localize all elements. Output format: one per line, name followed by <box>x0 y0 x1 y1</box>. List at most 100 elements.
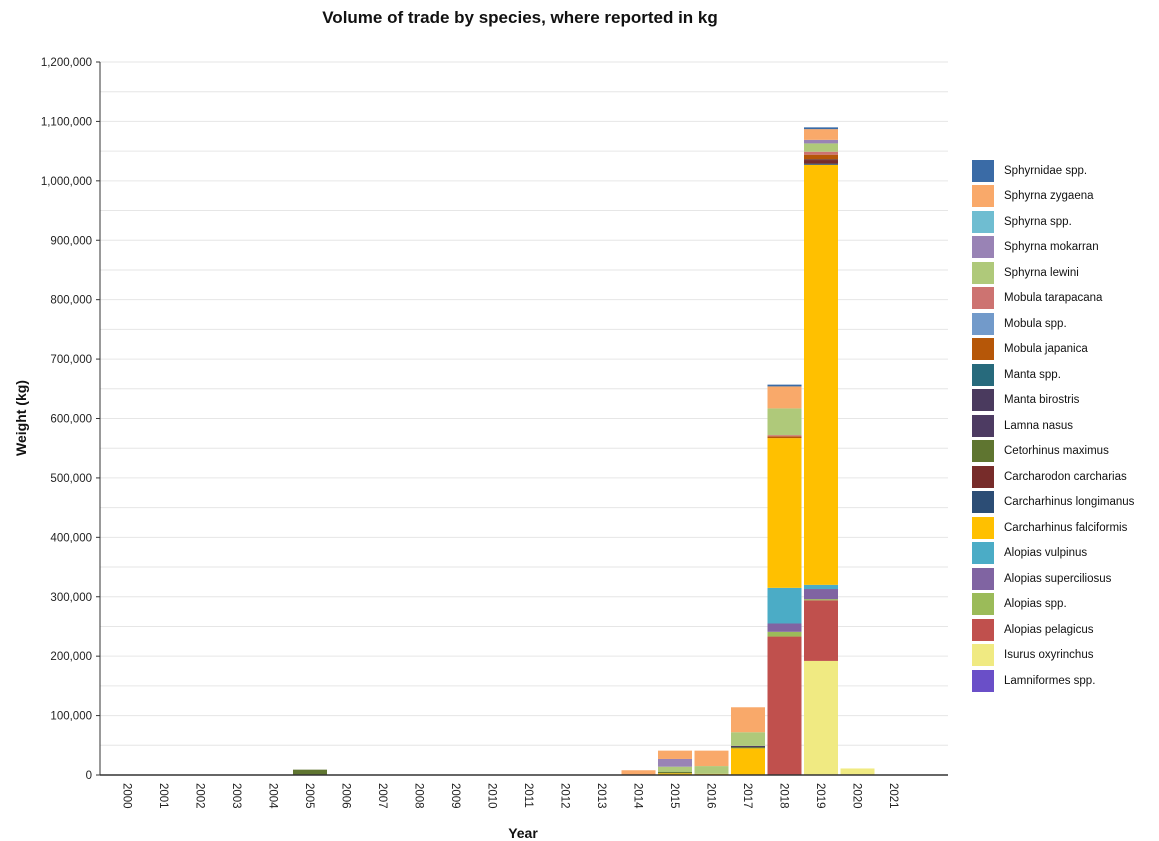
bar-segment <box>731 732 765 746</box>
y-axis-label: Weight (kg) <box>13 380 29 456</box>
chart-title: Volume of trade by species, where report… <box>322 8 718 27</box>
legend-label: Sphyrna lewini <box>1004 266 1079 279</box>
legend-swatch <box>972 185 994 208</box>
legend-item: Sphyrna spp. <box>972 209 1134 235</box>
bar-segment <box>731 707 765 733</box>
legend-swatch <box>972 210 994 233</box>
bar-segment <box>731 747 765 749</box>
legend-label: Sphyrnidae spp. <box>1004 164 1088 177</box>
legend-swatch <box>972 312 994 335</box>
legend-item: Mobula spp. <box>972 311 1134 337</box>
legend-item: Alopias pelagicus <box>972 617 1134 643</box>
x-tick-label: 2013 <box>595 783 607 809</box>
y-tick-label: 200,000 <box>50 651 92 663</box>
x-tick-label: 2005 <box>303 783 315 809</box>
y-tick-label: 900,000 <box>50 235 92 247</box>
bar-segment <box>767 435 802 437</box>
bars <box>293 127 875 775</box>
legend-label: Carcharhinus falciformis <box>1004 521 1128 534</box>
legend-label: Sphyrna zygaena <box>1004 190 1094 203</box>
legend-item: Sphyrna lewini <box>972 260 1134 286</box>
legend-label: Alopias vulpinus <box>1004 547 1088 560</box>
legend-label: Manta spp. <box>1004 368 1061 381</box>
bar-segment <box>804 163 838 165</box>
bar-segment <box>658 773 692 775</box>
legend-swatch <box>972 236 994 259</box>
x-axis-label: Year <box>508 825 538 841</box>
y-tick-label: 800,000 <box>50 295 92 307</box>
bar-segment <box>731 745 765 748</box>
x-tick-label: 2014 <box>632 783 644 809</box>
legend-swatch <box>972 567 994 590</box>
legend-label: Manta birostris <box>1004 394 1080 407</box>
bar-segment <box>658 758 692 767</box>
bar-segment <box>658 772 692 774</box>
legend-swatch <box>972 618 994 641</box>
bar-segment <box>767 408 802 436</box>
bar-segment <box>804 127 838 130</box>
legend-label: Alopias spp. <box>1004 598 1067 611</box>
legend: Sphyrnidae spp. Sphyrna zygaena Sphyrna sp… <box>972 158 1134 694</box>
legend-item: Mobula tarapacana <box>972 286 1134 312</box>
legend-swatch <box>972 338 994 361</box>
legend-item: Alopias vulpinus <box>972 541 1134 567</box>
x-tick-label: 2012 <box>559 783 571 809</box>
legend-item: Carcharodon carcharias <box>972 464 1134 490</box>
legend-item: Cetorhinus maximus <box>972 439 1134 465</box>
bar-segment <box>658 750 692 759</box>
bar-segment <box>804 159 838 161</box>
x-tick-label: 2002 <box>194 783 206 809</box>
legend-item: Carcharhinus falciformis <box>972 515 1134 541</box>
legend-item: Carcharhinus longimanus <box>972 490 1134 516</box>
x-tick-label: 2006 <box>340 783 352 809</box>
x-tick-label: 2021 <box>887 783 899 809</box>
legend-swatch <box>972 542 994 565</box>
bar-segment <box>694 750 729 767</box>
legend-swatch <box>972 363 994 386</box>
y-tick-label: 600,000 <box>50 414 92 426</box>
legend-item: Alopias superciliosus <box>972 566 1134 592</box>
bar-segment <box>804 164 838 585</box>
legend-swatch <box>972 440 994 463</box>
bar-segment <box>621 770 656 775</box>
y-tick-label: 1,200,000 <box>41 57 92 69</box>
x-tick-label: 2000 <box>121 783 133 809</box>
y-tick-label: 1,100,000 <box>41 116 92 128</box>
bar-segment <box>767 384 802 387</box>
bar-segment <box>767 636 802 775</box>
legend-swatch <box>972 261 994 284</box>
legend-item: Manta spp. <box>972 362 1134 388</box>
y-tick-label: 100,000 <box>50 711 92 723</box>
legend-label: Mobula tarapacana <box>1004 292 1103 305</box>
legend-swatch <box>972 669 994 692</box>
x-tick-label: 2017 <box>741 783 753 809</box>
legend-swatch <box>972 287 994 310</box>
legend-label: Carcharhinus longimanus <box>1004 496 1135 509</box>
x-tick-label: 2004 <box>267 783 279 809</box>
x-tick-label: 2016 <box>705 783 717 809</box>
legend-label: Mobula spp. <box>1004 317 1067 330</box>
x-tick-label: 2020 <box>851 783 863 809</box>
legend-item: Isurus oxyrinchus <box>972 643 1134 669</box>
legend-swatch <box>972 491 994 514</box>
legend-item: Sphyrna mokarran <box>972 235 1134 261</box>
bar-segment <box>804 599 838 601</box>
x-tick-label: 2011 <box>522 783 534 808</box>
x-tick-label: 2009 <box>449 783 461 809</box>
bar-segment <box>804 589 838 600</box>
legend-label: Alopias superciliosus <box>1004 572 1112 585</box>
bar-segment <box>804 154 838 160</box>
bar-segment <box>767 587 802 624</box>
legend-item: Sphyrna zygaena <box>972 184 1134 210</box>
bar-segment <box>767 438 802 588</box>
bar-segment <box>767 631 802 637</box>
x-tick-label: 2001 <box>157 783 169 809</box>
legend-label: Lamna nasus <box>1004 419 1074 432</box>
bar-segment <box>840 768 875 775</box>
legend-label: Isurus oxyrinchus <box>1004 649 1094 662</box>
legend-item: Lamna nasus <box>972 413 1134 439</box>
bar-segment <box>767 386 802 409</box>
legend-label: Mobula japanica <box>1004 343 1088 356</box>
legend-label: Carcharodon carcharias <box>1004 470 1127 483</box>
y-tick-label: 500,000 <box>50 473 92 485</box>
